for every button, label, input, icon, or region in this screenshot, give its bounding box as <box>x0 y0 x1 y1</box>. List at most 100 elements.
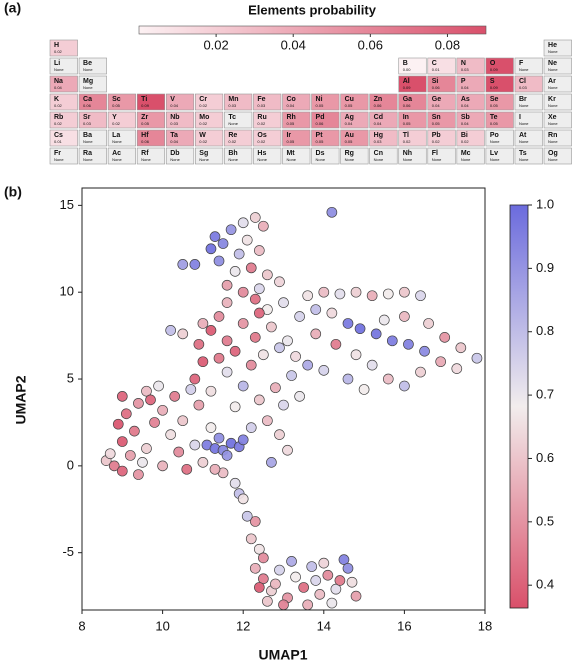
point <box>274 276 285 288</box>
point <box>237 286 249 298</box>
point <box>415 290 426 302</box>
element-value: 0.04 <box>286 103 295 108</box>
point <box>334 288 346 300</box>
element-cell <box>224 147 253 165</box>
element-symbol: Y <box>112 114 117 121</box>
element-cell <box>311 147 340 165</box>
point <box>185 384 197 395</box>
point <box>253 394 265 406</box>
point <box>157 460 168 472</box>
point <box>382 288 394 300</box>
element-value: None <box>519 157 529 162</box>
point <box>209 463 221 475</box>
element-symbol: Sg <box>199 150 208 157</box>
element-cell <box>49 39 78 57</box>
point <box>181 463 193 475</box>
x-tick-label: 12 <box>236 618 250 633</box>
point <box>334 575 346 586</box>
point <box>342 373 354 385</box>
point <box>233 248 245 260</box>
point <box>221 335 233 347</box>
point <box>278 399 289 411</box>
element-cell <box>78 111 107 129</box>
element-value: 0.02 <box>432 139 441 144</box>
element-symbol: Ti <box>141 96 147 103</box>
point <box>253 543 265 555</box>
element-cell <box>195 147 224 165</box>
element-cell <box>340 93 369 111</box>
point <box>258 573 269 585</box>
point <box>197 356 209 368</box>
element-cell <box>514 147 543 165</box>
element-symbol: Sr <box>83 114 91 121</box>
point <box>302 359 314 371</box>
element-value: 0.06 <box>316 121 325 126</box>
point <box>177 415 189 427</box>
element-symbol: Zr <box>141 114 148 121</box>
element-symbol: C <box>432 60 437 67</box>
colorbar-tick-label: 0.06 <box>358 37 383 52</box>
element-symbol: Si <box>432 78 439 85</box>
element-cell <box>427 93 456 111</box>
point <box>197 318 209 329</box>
element-symbol: Nb <box>170 114 179 121</box>
element-cell <box>456 93 485 111</box>
element-cell <box>543 93 572 111</box>
element-cell <box>311 129 340 147</box>
element-value: None <box>345 157 355 162</box>
element-cell <box>514 57 543 75</box>
element-cell <box>485 75 514 93</box>
point <box>318 557 330 569</box>
point <box>165 325 177 336</box>
element-cell <box>282 129 311 147</box>
element-cell <box>514 75 543 93</box>
point <box>455 342 467 354</box>
element-cell <box>282 93 311 111</box>
element-symbol: Nh <box>403 150 412 157</box>
element-value: None <box>257 157 267 162</box>
x-tick-label: 18 <box>478 618 492 633</box>
point <box>125 450 136 461</box>
point <box>262 269 273 281</box>
point <box>399 286 410 298</box>
element-value: None <box>199 157 209 162</box>
colorbar-tick-label: 0.8 <box>536 323 554 338</box>
element-cell <box>456 57 485 75</box>
element-symbol: He <box>548 42 557 49</box>
element-value: 0.02 <box>403 139 412 144</box>
element-value: 0.03 <box>83 121 92 126</box>
element-symbol: Ts <box>519 150 527 157</box>
element-cell <box>543 57 572 75</box>
point <box>370 328 382 340</box>
element-cell <box>107 111 136 129</box>
element-value: 0.02 <box>199 139 208 144</box>
element-symbol: Rb <box>54 114 63 121</box>
point <box>249 516 261 527</box>
point <box>439 331 451 343</box>
colorbar-tick-label: 0.9 <box>536 260 554 275</box>
element-value: 0.09 <box>403 85 412 90</box>
colorbar-tick-label: 0.6 <box>536 450 554 465</box>
element-value: None <box>548 103 558 108</box>
element-value: None <box>83 139 93 144</box>
y-tick-label: 5 <box>67 370 74 385</box>
element-value: 0.05 <box>112 103 121 108</box>
point <box>318 364 330 376</box>
element-cell <box>282 111 311 129</box>
element-value: 0.06 <box>141 139 150 144</box>
point <box>116 436 128 447</box>
point <box>237 217 249 229</box>
point <box>189 439 201 451</box>
point <box>298 582 309 593</box>
point <box>451 363 463 374</box>
point <box>386 335 398 347</box>
point <box>205 325 217 336</box>
point <box>330 583 342 595</box>
element-value: None <box>54 67 64 72</box>
element-value: 0.04 <box>374 121 383 126</box>
point <box>294 311 305 322</box>
element-symbol: Co <box>286 96 295 103</box>
element-value: None <box>548 157 558 162</box>
colorbar-tick-label: 1.0 <box>536 196 554 211</box>
element-symbol: Cn <box>374 150 383 157</box>
